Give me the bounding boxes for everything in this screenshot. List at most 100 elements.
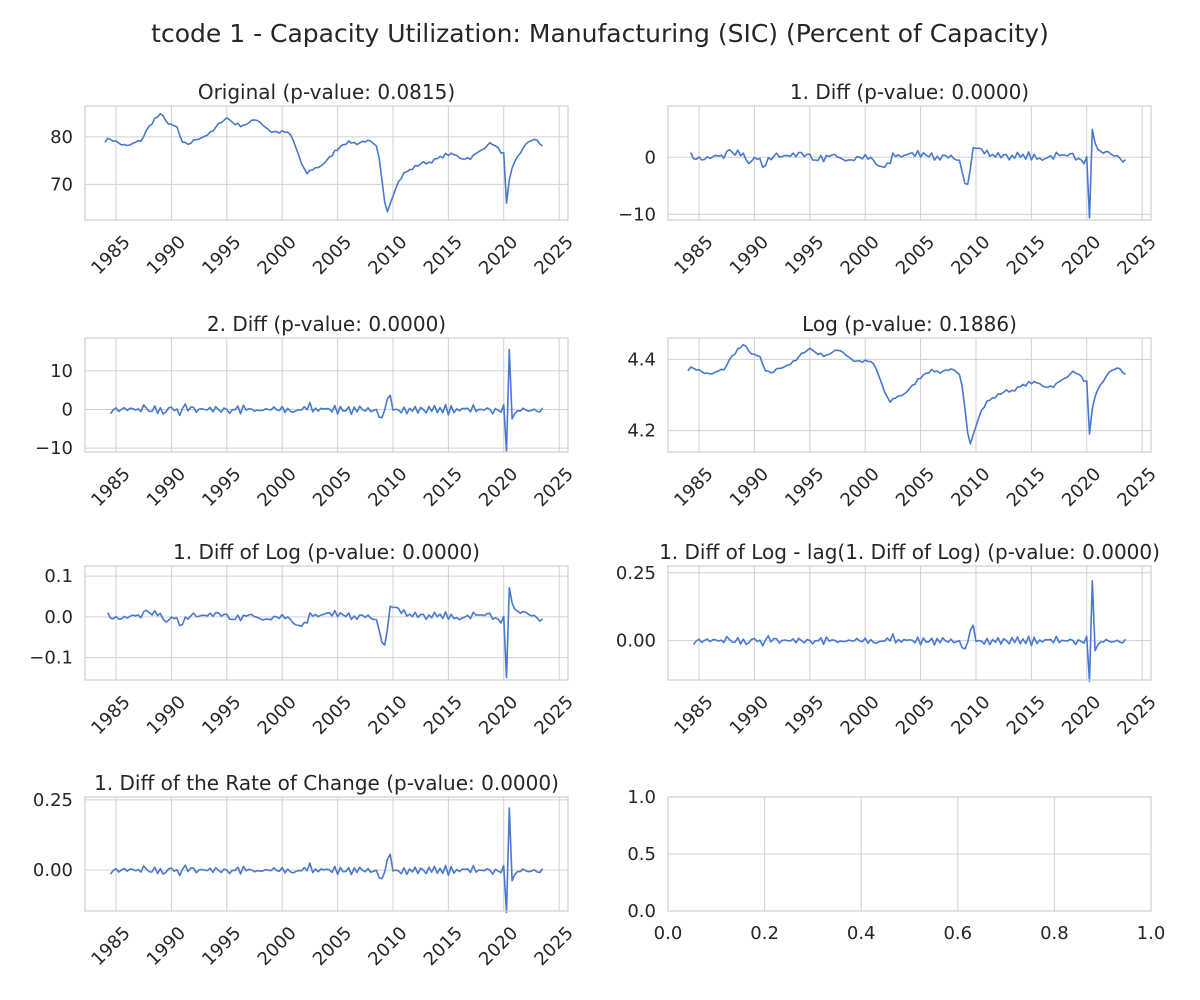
plot-area [668, 106, 1151, 220]
plot-area [85, 106, 568, 220]
x-tick-label: 2010 [364, 923, 411, 970]
x-tick-label: 2000 [254, 232, 301, 279]
x-tick-label: 2000 [254, 692, 301, 739]
subplot-title: Log (p-value: 0.1886) [802, 312, 1017, 336]
y-tick-label: 0.00 [616, 631, 656, 652]
x-tick-label: 2005 [892, 232, 939, 279]
plot-area [85, 338, 568, 452]
x-tick-label: 1985 [87, 464, 134, 511]
x-tick-label: 1990 [143, 923, 190, 970]
x-tick-label: 2020 [475, 923, 522, 970]
subplot-title: 1. Diff (p-value: 0.0000) [790, 80, 1029, 104]
x-tick-label: 1985 [87, 923, 134, 970]
x-tick-label: 2010 [947, 232, 994, 279]
y-tick-label: 0.25 [33, 790, 73, 811]
x-tick-label: 2020 [1058, 232, 1105, 279]
x-tick-label: 1985 [87, 232, 134, 279]
x-tick-label: 1985 [87, 692, 134, 739]
x-tick-label: 1990 [143, 692, 190, 739]
y-tick-label: 0 [62, 399, 73, 420]
x-tick-label: 2015 [420, 464, 467, 511]
subplot-8: 0.0 0.2 0.4 0.6 0.8 1.0 0.0 0.5 1.0 [627, 787, 1165, 944]
plot-area [668, 338, 1151, 452]
x-tick-label: 2010 [364, 692, 411, 739]
plot-frame [667, 105, 1152, 221]
x-tick-label: 2000 [837, 692, 884, 739]
x-tick-label: 2025 [530, 692, 577, 739]
subplot-grid: 1985 1990 1995 2000 2005 2010 2015 2020 20257080… [29, 80, 1165, 970]
x-tick-label: 2015 [420, 923, 467, 970]
x-tick-label: 1995 [781, 692, 828, 739]
plot-frame [84, 105, 569, 221]
x-tick-label: 2025 [530, 923, 577, 970]
series-line-1 [689, 128, 1127, 219]
x-tick-label: 1.0 [1137, 923, 1166, 944]
x-tick-label: 2005 [309, 464, 356, 511]
subplot-4: 1985 1990 1995 2000 2005 2010 2015 2020 2025 4.2 4… [627, 312, 1160, 511]
y-tick-label: 0.25 [616, 563, 656, 584]
y-tick-label: −0.1 [29, 648, 73, 669]
x-tick-label: 1985 [670, 464, 717, 511]
x-tick-label: 0.6 [943, 923, 972, 944]
plot-area [668, 566, 1151, 680]
subplot-title: 1. Diff of Log (p-value: 0.0000) [173, 540, 480, 564]
x-tick-label: 2025 [1113, 232, 1160, 279]
y-tick-label: −10 [35, 438, 73, 459]
x-tick-label: 2000 [254, 464, 301, 511]
x-tick-label: 0.8 [1040, 923, 1069, 944]
y-tick-label: 80 [50, 127, 73, 148]
x-tick-label: 1995 [781, 232, 828, 279]
series-line-1 [692, 580, 1127, 683]
y-tick-label: 10 [50, 361, 73, 382]
x-tick-label: 0.2 [750, 923, 779, 944]
x-tick-label: 2005 [309, 692, 356, 739]
subplot-6: 1985 1990 1995 2000 2005 2010 2015 2020 2025 0.00… [616, 540, 1161, 739]
x-tick-label: 1995 [198, 232, 245, 279]
y-tick-label: 0 [645, 147, 656, 168]
y-tick-label: 4.4 [627, 349, 656, 370]
x-tick-label: 1985 [670, 232, 717, 279]
x-tick-label: 1985 [670, 692, 717, 739]
x-tick-label: 1995 [198, 923, 245, 970]
plot-frame [84, 565, 569, 681]
x-tick-label: 2005 [309, 232, 356, 279]
subplot-title: 1. Diff of the Rate of Change (p-value: … [94, 771, 559, 795]
x-tick-label: 2000 [254, 923, 301, 970]
plot-frame [667, 796, 1152, 912]
y-tick-label: 70 [50, 174, 73, 195]
subplot-2: 1985 1990 1995 2000 2005 2010 2015 2020 2025 −10 0… [618, 80, 1161, 279]
x-tick-label: 2025 [1113, 692, 1160, 739]
series-line-1 [106, 587, 544, 679]
x-tick-label: 2015 [420, 692, 467, 739]
x-tick-label: 1995 [781, 464, 828, 511]
x-tick-label: 2015 [420, 232, 467, 279]
x-tick-label: 1990 [726, 464, 773, 511]
x-tick-label: 2025 [1113, 464, 1160, 511]
x-tick-label: 2005 [892, 692, 939, 739]
figure-title: tcode 1 - Capacity Utilization: Manufact… [151, 19, 1049, 48]
plot-frame [84, 337, 569, 453]
x-tick-label: 2005 [309, 923, 356, 970]
plot-area [85, 797, 568, 911]
plot-frame [667, 337, 1152, 453]
x-tick-label: 2010 [364, 232, 411, 279]
series-line-1 [687, 343, 1126, 445]
series-line-1 [109, 348, 544, 452]
series-line-1 [104, 112, 543, 213]
x-tick-label: 0.0 [654, 923, 683, 944]
x-tick-label: 2020 [475, 464, 522, 511]
x-tick-label: 2020 [475, 232, 522, 279]
x-tick-label: 0.4 [847, 923, 876, 944]
y-tick-label: −10 [618, 204, 656, 225]
y-tick-label: 0.5 [627, 844, 656, 865]
x-tick-label: 2020 [1058, 692, 1105, 739]
x-tick-label: 2020 [475, 692, 522, 739]
plot-frame [84, 796, 569, 912]
subplot-title: 2. Diff (p-value: 0.0000) [207, 312, 446, 336]
x-tick-label: 1990 [726, 232, 773, 279]
x-tick-label: 1995 [198, 692, 245, 739]
subplot-5: 1985 1990 1995 2000 2005 2010 2015 2020 2025 −0.1… [29, 540, 577, 739]
x-tick-label: 2015 [1003, 464, 1050, 511]
x-tick-label: 1990 [143, 464, 190, 511]
